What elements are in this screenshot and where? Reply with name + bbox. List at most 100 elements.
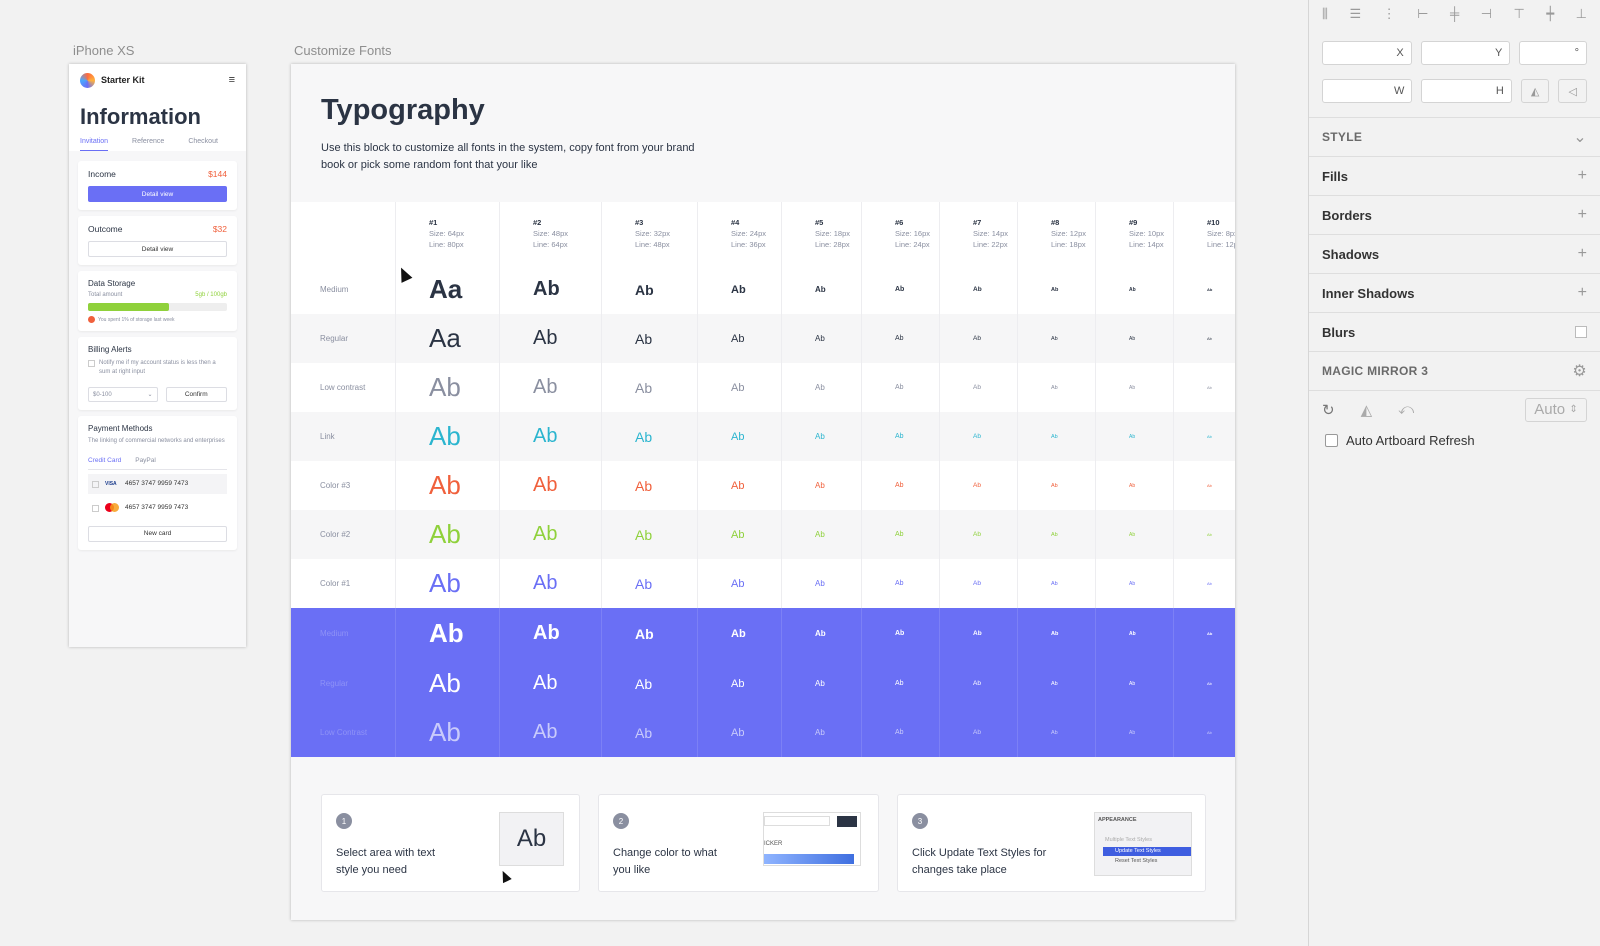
- type-sample[interactable]: Ab: [1017, 608, 1095, 659]
- more-icon[interactable]: ⋮: [1382, 5, 1396, 21]
- sketch-canvas[interactable]: iPhone XS Customize Fonts Starter Kit ≡ …: [0, 0, 1308, 946]
- type-sample[interactable]: Ab: [697, 659, 781, 708]
- align-center-icon[interactable]: ╪: [1449, 6, 1460, 21]
- type-sample[interactable]: Ab: [861, 412, 939, 461]
- type-sample[interactable]: Ab: [861, 659, 939, 708]
- type-sample[interactable]: Ab: [781, 608, 861, 659]
- type-sample[interactable]: Ab: [395, 708, 499, 757]
- type-sample[interactable]: Ab: [697, 363, 781, 412]
- gear-icon[interactable]: ⚙: [1572, 363, 1587, 380]
- type-sample[interactable]: Ab: [781, 708, 861, 757]
- type-sample[interactable]: Ab: [781, 265, 861, 314]
- fills-section[interactable]: Fills +: [1309, 156, 1600, 195]
- hamburger-menu-icon[interactable]: ≡: [228, 74, 235, 86]
- type-sample[interactable]: Ab: [601, 363, 697, 412]
- type-sample[interactable]: Ab: [861, 510, 939, 559]
- type-sample[interactable]: Ab: [861, 363, 939, 412]
- type-sample[interactable]: Ab: [499, 659, 601, 708]
- card-radio[interactable]: [92, 504, 99, 512]
- rotate-icon[interactable]: ⤺: [1398, 401, 1415, 418]
- type-sample[interactable]: Ab: [1173, 265, 1235, 314]
- type-sample[interactable]: Ab: [601, 510, 697, 559]
- card-item-mastercard[interactable]: 4657 3747 9959 7473: [88, 498, 227, 518]
- type-sample[interactable]: Ab: [1095, 314, 1173, 363]
- align-top-icon[interactable]: ⊤: [1513, 5, 1525, 21]
- type-sample[interactable]: Ab: [697, 559, 781, 608]
- type-sample[interactable]: Ab: [601, 608, 697, 659]
- align-bottom-icon[interactable]: ⊥: [1575, 5, 1587, 21]
- type-sample[interactable]: Aa: [395, 314, 499, 363]
- type-sample[interactable]: Ab: [499, 314, 601, 363]
- artboard-label-phone[interactable]: iPhone XS: [73, 43, 135, 58]
- card-item-visa[interactable]: VISA 4657 3747 9959 7473: [88, 473, 227, 494]
- type-sample[interactable]: Ab: [697, 412, 781, 461]
- type-sample[interactable]: Ab: [499, 461, 601, 510]
- type-sample[interactable]: Ab: [601, 708, 697, 757]
- type-sample[interactable]: Ab: [1095, 559, 1173, 608]
- type-sample[interactable]: Ab: [939, 659, 1017, 708]
- chevron-down-icon[interactable]: ⌄: [1573, 129, 1587, 146]
- phone-artboard[interactable]: Starter Kit ≡ Information Invitation Ref…: [69, 64, 246, 647]
- type-sample[interactable]: Ab: [1017, 510, 1095, 559]
- type-sample[interactable]: Ab: [697, 510, 781, 559]
- type-sample[interactable]: Ab: [1095, 461, 1173, 510]
- type-sample[interactable]: Ab: [781, 412, 861, 461]
- type-sample[interactable]: Ab: [1173, 659, 1235, 708]
- type-sample[interactable]: Ab: [1017, 412, 1095, 461]
- typography-artboard[interactable]: Typography Use this block to customize a…: [291, 64, 1235, 920]
- type-sample[interactable]: Ab: [1017, 708, 1095, 757]
- type-sample[interactable]: Ab: [499, 510, 601, 559]
- type-sample[interactable]: Ab: [395, 659, 499, 708]
- type-sample[interactable]: Ab: [939, 559, 1017, 608]
- type-sample[interactable]: Ab: [861, 265, 939, 314]
- tab-paypal[interactable]: PayPal: [135, 456, 156, 464]
- type-sample[interactable]: Ab: [861, 461, 939, 510]
- type-sample[interactable]: Ab: [939, 412, 1017, 461]
- type-sample[interactable]: Ab: [1173, 314, 1235, 363]
- type-sample[interactable]: Ab: [499, 412, 601, 461]
- x-field[interactable]: X: [1322, 41, 1412, 65]
- type-sample[interactable]: Ab: [395, 461, 499, 510]
- type-sample[interactable]: Ab: [939, 314, 1017, 363]
- rotation-field[interactable]: °: [1519, 41, 1587, 65]
- notify-checkbox[interactable]: [88, 360, 95, 367]
- artboard-label-fonts[interactable]: Customize Fonts: [294, 43, 392, 58]
- tab-reference[interactable]: Reference: [132, 138, 165, 145]
- type-sample[interactable]: Ab: [601, 412, 697, 461]
- type-sample[interactable]: Ab: [939, 510, 1017, 559]
- type-sample[interactable]: Ab: [1095, 363, 1173, 412]
- type-sample[interactable]: Ab: [781, 461, 861, 510]
- type-sample[interactable]: Ab: [1173, 559, 1235, 608]
- type-sample[interactable]: Ab: [1173, 510, 1235, 559]
- y-field[interactable]: Y: [1420, 41, 1511, 65]
- type-sample[interactable]: Ab: [697, 608, 781, 659]
- align-left-icon[interactable]: ⊢: [1417, 5, 1429, 21]
- type-sample[interactable]: Ab: [781, 659, 861, 708]
- type-sample[interactable]: Ab: [395, 608, 499, 659]
- tab-invitation[interactable]: Invitation: [80, 138, 109, 151]
- align-right-icon[interactable]: ⊣: [1480, 5, 1493, 21]
- type-sample[interactable]: Ab: [601, 461, 697, 510]
- type-sample[interactable]: Ab: [395, 510, 499, 559]
- type-sample[interactable]: Ab: [499, 708, 601, 757]
- add-icon[interactable]: +: [1577, 284, 1587, 301]
- type-sample[interactable]: Ab: [1095, 659, 1173, 708]
- type-sample[interactable]: Ab: [1017, 265, 1095, 314]
- blurs-checkbox[interactable]: [1575, 326, 1587, 338]
- type-sample[interactable]: Ab: [1173, 708, 1235, 757]
- type-sample[interactable]: Aa: [395, 265, 499, 314]
- type-sample[interactable]: Ab: [1095, 412, 1173, 461]
- type-sample[interactable]: Ab: [697, 708, 781, 757]
- type-sample[interactable]: Ab: [861, 559, 939, 608]
- align-middle-icon[interactable]: ┿: [1546, 5, 1555, 21]
- confirm-button[interactable]: Confirm: [165, 387, 227, 402]
- type-sample[interactable]: Ab: [499, 363, 601, 412]
- type-sample[interactable]: Ab: [499, 608, 601, 659]
- amount-select[interactable]: $0-100 ⌄: [88, 387, 158, 402]
- type-sample[interactable]: Ab: [1095, 265, 1173, 314]
- type-sample[interactable]: Ab: [939, 461, 1017, 510]
- type-sample[interactable]: Ab: [1173, 608, 1235, 659]
- type-sample[interactable]: Ab: [861, 314, 939, 363]
- inner-shadows-section[interactable]: Inner Shadows +: [1309, 273, 1600, 312]
- type-sample[interactable]: Ab: [601, 265, 697, 314]
